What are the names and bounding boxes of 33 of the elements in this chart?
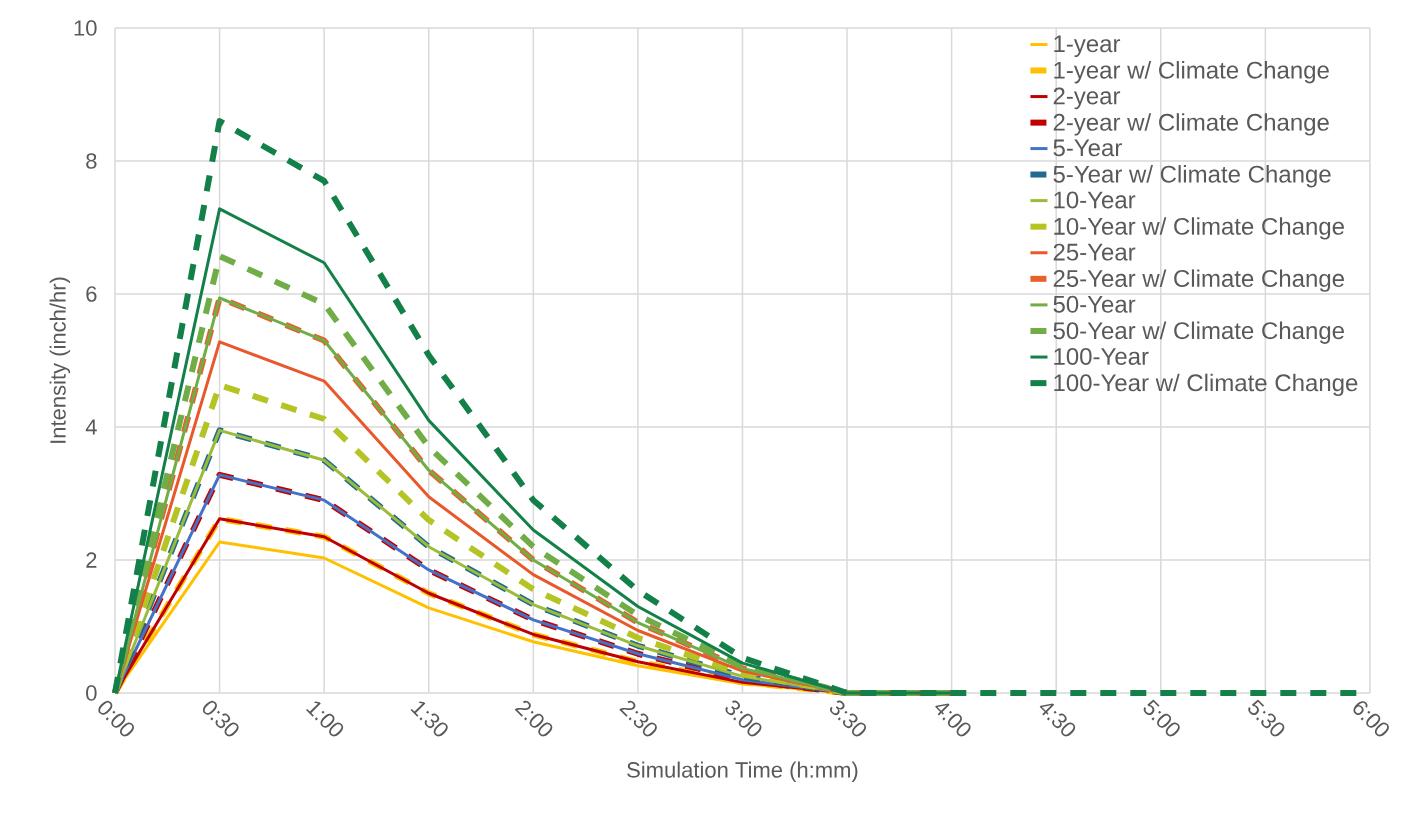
legend-label: 50-Year bbox=[1053, 295, 1136, 313]
legend-label: 2-year w/ Climate Change bbox=[1053, 113, 1329, 136]
legend-label: 5-Year bbox=[1053, 139, 1122, 157]
legend-label: 100-Year bbox=[1054, 347, 1149, 365]
legend-label: 50-Year w/ Climate Change bbox=[1053, 321, 1344, 344]
x-tick-label: 0:30 bbox=[202, 700, 239, 737]
y-tick-label: 0 bbox=[86, 685, 97, 701]
legend-label: 1-year bbox=[1054, 35, 1121, 58]
legend-label: 100-Year w/ Climate Change bbox=[1054, 373, 1358, 397]
x-tick-label: 3:00 bbox=[725, 700, 762, 737]
legend-label: 1-year w/ Climate Change bbox=[1054, 61, 1329, 84]
legend-label: 10-Year bbox=[1054, 191, 1136, 209]
y-tick-label: 8 bbox=[86, 153, 97, 169]
y-tick-label: 10 bbox=[74, 20, 97, 36]
y-tick-label: 6 bbox=[86, 286, 97, 302]
x-tick-label: 3:30 bbox=[829, 700, 867, 737]
y-tick-label: 4 bbox=[85, 419, 97, 435]
x-tick-label: 2:00 bbox=[514, 700, 553, 737]
legend-label: 25-Year bbox=[1053, 243, 1136, 261]
legend-label: 5-Year w/ Climate Change bbox=[1053, 165, 1331, 188]
x-tick-label: 0:00 bbox=[98, 700, 134, 737]
legend-label: 2-year bbox=[1053, 87, 1121, 110]
y-axis-title: Intensity (inch/hr) bbox=[49, 277, 71, 443]
legend-label: 25-Year w/ Climate Change bbox=[1053, 269, 1344, 292]
x-axis-title: Simulation Time (h:mm) bbox=[627, 761, 858, 783]
y-tick-label: 2 bbox=[86, 552, 97, 568]
x-tick-label: 2:30 bbox=[619, 700, 657, 737]
x-tick-label: 1:00 bbox=[306, 701, 344, 737]
x-tick-label: 1:30 bbox=[410, 701, 448, 737]
x-tick-label: 6:00 bbox=[1353, 701, 1389, 737]
x-tick-label: 4:00 bbox=[935, 703, 971, 737]
legend-label: 10-Year w/ Climate Change bbox=[1054, 217, 1344, 240]
x-tick-label: 4:30 bbox=[1039, 703, 1076, 737]
